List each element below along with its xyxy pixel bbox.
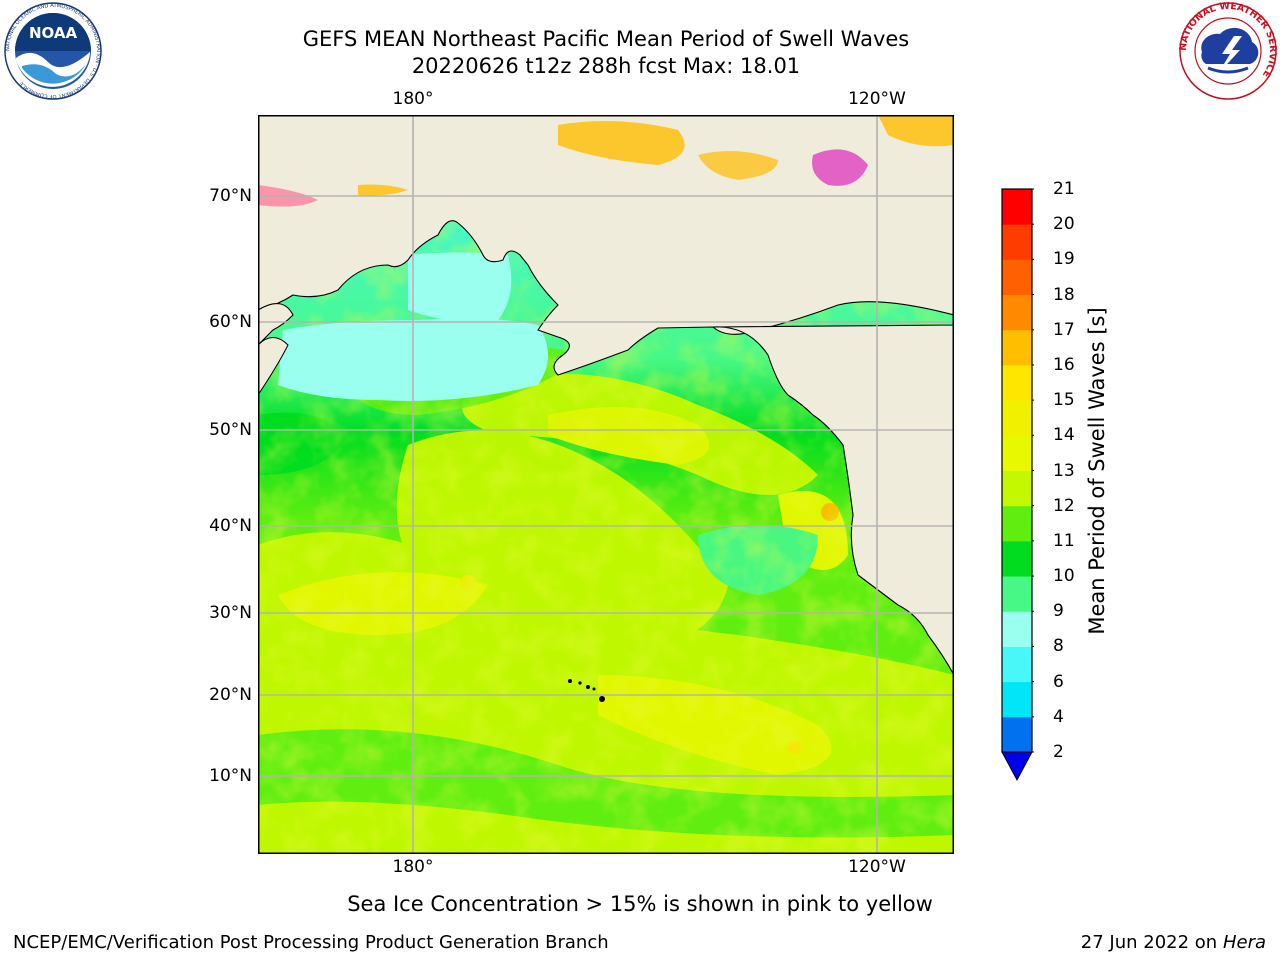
colorbar-tick-label: 19 xyxy=(1053,249,1075,270)
colorbar-bin xyxy=(1002,189,1032,225)
lat-label-30n: 30°N xyxy=(209,603,252,623)
lat-label-40n: 40°N xyxy=(209,516,252,536)
colorbar-tick-label: 17 xyxy=(1053,319,1075,340)
colorbar-bin xyxy=(1002,540,1032,577)
lon-label-top-120w: 120°W xyxy=(848,89,906,109)
lat-label-50n: 50°N xyxy=(209,420,252,440)
land-north-america xyxy=(712,115,954,676)
lat-label-70n: 70°N xyxy=(209,186,252,206)
lat-label-60n: 60°N xyxy=(209,312,252,332)
land-asia xyxy=(258,303,294,346)
colorbar-tick-label: 15 xyxy=(1053,390,1075,411)
noaa-wordmark: NOAA xyxy=(29,24,78,42)
colorbar-tick-label: 10 xyxy=(1053,566,1075,587)
footer-credit: NCEP/EMC/Verification Post Processing Pr… xyxy=(13,932,609,953)
colorbar-bin xyxy=(1002,259,1032,296)
colorbar-bin xyxy=(1002,646,1032,683)
lat-label-10n: 10°N xyxy=(209,766,252,786)
colorbar xyxy=(1001,188,1034,782)
colorbar-tick-label: 21 xyxy=(1053,179,1075,199)
chart-subtitle: 20220626 t12z 288h fcst Max: 18.01 xyxy=(411,54,801,78)
colorbar-bin xyxy=(1002,400,1032,436)
colorbar-tick-label: 4 xyxy=(1053,706,1064,727)
colorbar-bin xyxy=(1002,505,1032,542)
footer-host: Hera xyxy=(1222,932,1266,953)
colorbar-title: Mean Period of Swell Waves [s] xyxy=(1085,307,1109,635)
hawaii-islands xyxy=(568,679,605,702)
colorbar-bin xyxy=(1002,611,1032,647)
colorbar-bin xyxy=(1002,470,1032,507)
colorbar-bin xyxy=(1002,716,1032,753)
land-north xyxy=(258,115,954,376)
sea-ice-overlay xyxy=(258,115,954,207)
colorbar-bin xyxy=(1002,435,1032,471)
colorbar-bin xyxy=(1002,681,1032,718)
footer-date: 27 Jun 2022 on xyxy=(1080,932,1218,953)
map-plot xyxy=(258,115,954,854)
colorbar-tick-label: 6 xyxy=(1053,671,1064,692)
colorbar-tick-label: 20 xyxy=(1053,214,1075,235)
footer-timestamp: 27 Jun 2022 on Hera xyxy=(1081,932,1266,954)
colorbar-tick-label: 9 xyxy=(1053,601,1064,622)
lat-label-20n: 20°N xyxy=(209,685,252,705)
colorbar-tick-label: 2 xyxy=(1053,742,1064,762)
colorbar-tick-label: 8 xyxy=(1053,636,1064,657)
lon-label-bottom-120w: 120°W xyxy=(848,857,906,877)
colorbar-bin xyxy=(1002,364,1032,401)
lon-label-bottom-180: 180° xyxy=(392,857,434,877)
lon-label-top-180: 180° xyxy=(392,89,434,109)
colorbar-tick-label: 11 xyxy=(1053,530,1075,551)
noaa-logo: NATIONAL OCEANIC AND ATMOSPHERIC ADMINIS… xyxy=(4,2,102,100)
colorbar-tick-label: 13 xyxy=(1053,460,1075,481)
graticule xyxy=(258,115,954,854)
colorbar-bin xyxy=(1002,576,1032,612)
colorbar-tick-label: 12 xyxy=(1053,495,1075,516)
colorbar-tick-label: 16 xyxy=(1053,354,1075,375)
colorbar-tick-label: 14 xyxy=(1053,425,1075,446)
colorbar-bin xyxy=(1002,224,1032,260)
colorbar-tick-label: 18 xyxy=(1053,284,1075,305)
colorbar-extend-arrow xyxy=(1001,751,1033,782)
colorbar-bin xyxy=(1002,294,1032,331)
chart-title: GEFS MEAN Northeast Pacific Mean Period … xyxy=(302,27,910,51)
sea-ice-caption: Sea Ice Concentration > 15% is shown in … xyxy=(347,892,933,916)
nws-logo: NATIONAL WEATHER SERVICE xyxy=(1178,2,1278,100)
colorbar-bin xyxy=(1002,329,1032,366)
